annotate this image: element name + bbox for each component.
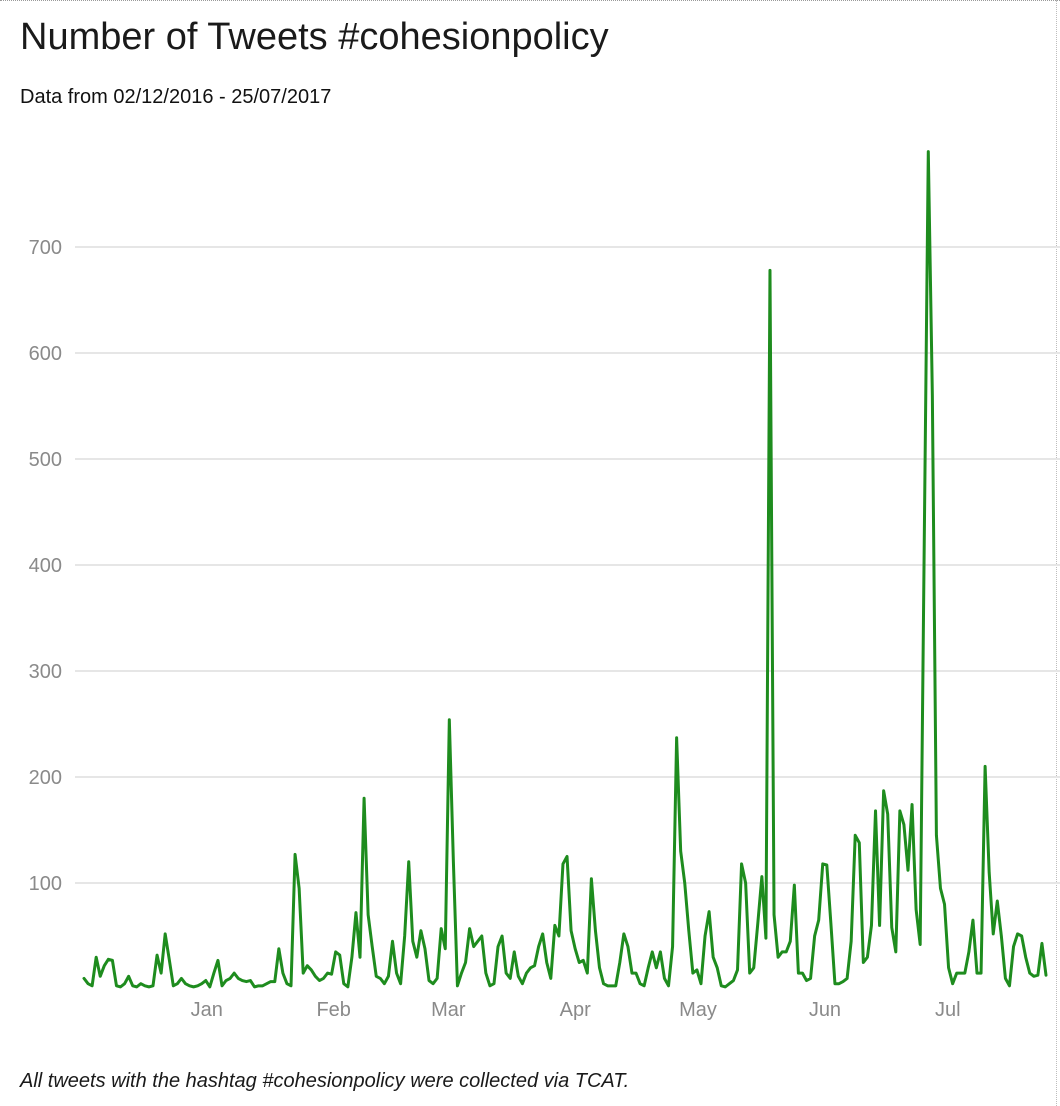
- top-border: [0, 0, 1060, 1]
- y-tick-label-400: 400: [29, 555, 62, 577]
- y-tick-label-500: 500: [29, 449, 62, 471]
- x-tick-label-jun: Jun: [809, 999, 841, 1021]
- line-chart: 100 200 300 400 500 600 700 Jan Feb Mar Apr May Jun…: [29, 150, 1060, 1021]
- right-border: [1056, 0, 1057, 1106]
- chart-subtitle: Data from 02/12/2016 - 25/07/2017: [20, 86, 332, 108]
- y-axis-ticks: 100 200 300 400 500 600 700: [29, 237, 62, 895]
- y-tick-label-200: 200: [29, 767, 62, 789]
- x-tick-label-feb: Feb: [316, 999, 350, 1021]
- y-tick-label-600: 600: [29, 343, 62, 365]
- chart-title: Number of Tweets #cohesionpolicy: [20, 16, 609, 58]
- x-tick-label-jan: Jan: [191, 999, 223, 1021]
- x-tick-label-mar: Mar: [431, 999, 466, 1021]
- x-tick-label-jul: Jul: [935, 999, 961, 1021]
- x-axis-ticks: Jan Feb Mar Apr May Jun Jul: [191, 999, 961, 1021]
- y-tick-label-700: 700: [29, 237, 62, 259]
- y-tick-label-100: 100: [29, 873, 62, 895]
- series-layer: [82, 150, 1048, 989]
- chart-footnote: All tweets with the hashtag #cohesionpol…: [20, 1070, 630, 1092]
- grid-layer: [75, 246, 1060, 884]
- x-tick-label-may: May: [679, 999, 717, 1021]
- y-tick-label-300: 300: [29, 661, 62, 683]
- series-line-0: [82, 150, 1048, 989]
- x-tick-label-apr: Apr: [560, 999, 591, 1021]
